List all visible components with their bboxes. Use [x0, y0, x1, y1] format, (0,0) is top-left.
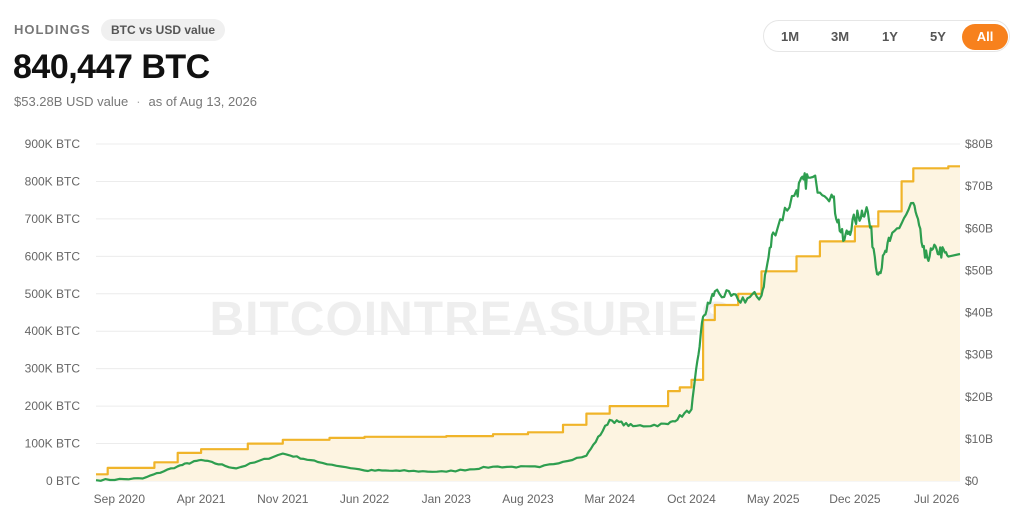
right-axis-tick-label: $70B [965, 179, 993, 193]
range-5y-button[interactable]: 5Y [930, 29, 946, 44]
left-axis-tick-label: 0 BTC [46, 474, 80, 488]
range-1m-button[interactable]: 1M [780, 29, 800, 44]
x-axis-tick-label: Nov 2021 [257, 492, 309, 506]
x-axis-tick-label: Mar 2024 [584, 492, 635, 506]
x-axis-tick-label: Jun 2022 [340, 492, 390, 506]
left-axis-tick-label: 200K BTC [25, 399, 81, 413]
usd-value-line: $53.28B USD value · as of Aug 13, 2026 [14, 94, 257, 109]
right-axis-tick-label: $30B [965, 348, 993, 362]
x-axis-tick-label: May 2025 [747, 492, 800, 506]
right-axis: $0 $10B $20B $30B $40B $50B $60B $70B $80B [965, 137, 993, 488]
range-selector: 1M 3M 1Y 5Y All [763, 20, 1010, 52]
left-axis-tick-label: 600K BTC [25, 249, 81, 263]
x-axis: Sep 2020 Apr 2021 Nov 2021 Jun 2022 Jan 2023… [94, 492, 960, 506]
left-axis-tick-label: 100K BTC [25, 437, 81, 451]
x-axis-tick-label: Sep 2020 [94, 492, 146, 506]
btc-total: 840,447 BTC [13, 48, 210, 86]
left-axis-tick-label: 900K BTC [25, 137, 81, 151]
range-all-button[interactable]: All [962, 24, 1008, 50]
left-axis-tick-label: 500K BTC [25, 287, 81, 301]
x-axis-tick-label: Oct 2024 [667, 492, 716, 506]
usd-value: $53.28B USD value [14, 94, 129, 109]
x-axis-tick-label: Dec 2025 [829, 492, 881, 506]
x-axis-tick-label: Apr 2021 [177, 492, 226, 506]
left-axis-tick-label: 800K BTC [25, 174, 81, 188]
range-1y-button[interactable]: 1Y [882, 29, 898, 44]
btc-vs-usd-toggle[interactable]: BTC vs USD value [101, 19, 226, 41]
range-3m-button[interactable]: 3M [830, 29, 850, 44]
separator-dot: · [136, 94, 141, 109]
right-axis-tick-label: $20B [965, 390, 993, 404]
right-axis-tick-label: $0 [965, 474, 979, 488]
section-label: HOLDINGS [14, 22, 91, 37]
btc-holdings-line [96, 165, 960, 476]
x-axis-tick-label: Jan 2023 [422, 492, 472, 506]
x-axis-tick-label: Aug 2023 [502, 492, 554, 506]
btc-holdings-area [96, 166, 960, 482]
left-axis-tick-label: 400K BTC [25, 324, 81, 338]
as-of-date: as of Aug 13, 2026 [148, 94, 257, 109]
right-axis-tick-label: $60B [965, 221, 993, 235]
right-axis-tick-label: $50B [965, 263, 993, 277]
right-axis-tick-label: $80B [965, 137, 993, 151]
x-axis-tick-label: Jul 2026 [914, 492, 960, 506]
right-axis-tick-label: $10B [965, 432, 993, 446]
left-axis: 0 BTC 100K BTC 200K BTC 300K BTC 400K BTC 500… [25, 137, 81, 488]
usd-value-line-series [95, 172, 961, 482]
left-axis-tick-label: 700K BTC [25, 212, 81, 226]
left-axis-tick-label: 300K BTC [25, 362, 81, 376]
right-axis-tick-label: $40B [965, 306, 993, 320]
